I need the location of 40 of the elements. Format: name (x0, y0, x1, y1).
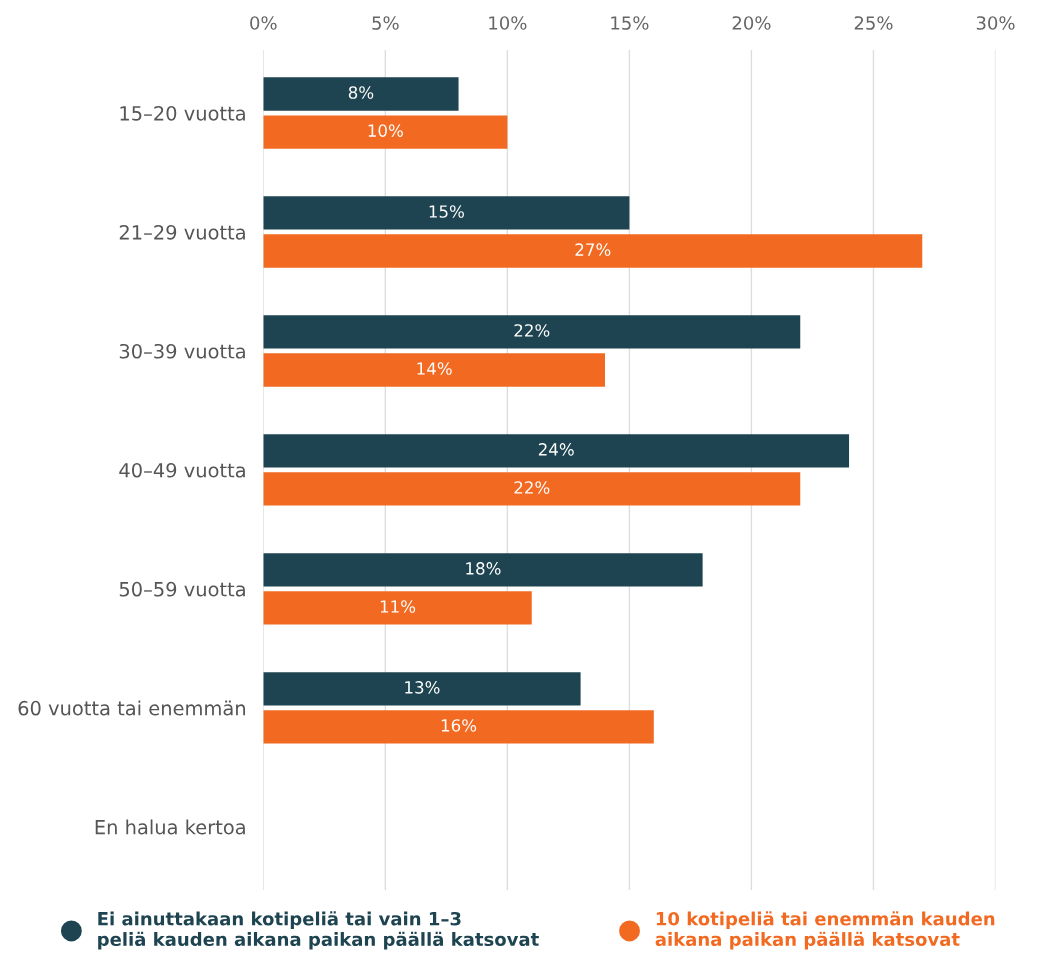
data-label: 11% (380, 600, 416, 613)
bar (263, 77, 459, 111)
bar (263, 672, 581, 706)
x-tick-label: 10% (489, 16, 527, 30)
y-tick-label: 40–49 vuotta (119, 462, 245, 478)
bar (263, 553, 703, 587)
data-label: 14% (417, 362, 452, 375)
y-tick-label: 30–39 vuotta (119, 343, 245, 359)
data-label: 8% (348, 86, 374, 99)
x-tick-label: 0% (250, 16, 277, 30)
bar (263, 115, 508, 149)
x-tick-label: 25% (854, 16, 893, 30)
x-tick-label: 5% (372, 16, 399, 30)
bar (263, 710, 654, 744)
legend-label: 10 kotipeliä tai enemmän kauden aikana paikan päällä katsovat (655, 911, 995, 950)
y-tick-label: 60 vuotta tai enemmän (18, 700, 245, 716)
y-tick-label: 15–20 vuotta (120, 105, 245, 121)
bar (263, 353, 605, 387)
bar (263, 591, 532, 625)
x-tick-label: 15% (611, 16, 649, 30)
y-tick-label: En halua kertoa (95, 819, 245, 835)
bar (263, 434, 850, 468)
data-label: 13% (405, 681, 440, 694)
y-tick-label: 50–59 vuotta (119, 581, 245, 597)
data-label: 22% (514, 324, 550, 337)
y-tick-label: 21–29 vuotta (119, 224, 245, 240)
data-label: 27% (575, 243, 611, 256)
data-label: 22% (514, 481, 550, 494)
legend-label: Ei ainuttakaan kotipeliä tai vain 1–3 peliä kauden aikana paikan päällä katsovat (98, 911, 539, 950)
x-tick-label: 30% (976, 16, 1015, 30)
data-label: 15% (429, 205, 464, 218)
data-label: 18% (466, 562, 501, 575)
bar (263, 315, 801, 349)
bar (263, 472, 801, 506)
data-label: 10% (368, 124, 403, 137)
data-label: 24% (538, 443, 574, 456)
x-tick-label: 20% (732, 16, 771, 30)
data-label: 16% (441, 719, 477, 732)
bar (263, 234, 923, 268)
bar (263, 196, 630, 230)
